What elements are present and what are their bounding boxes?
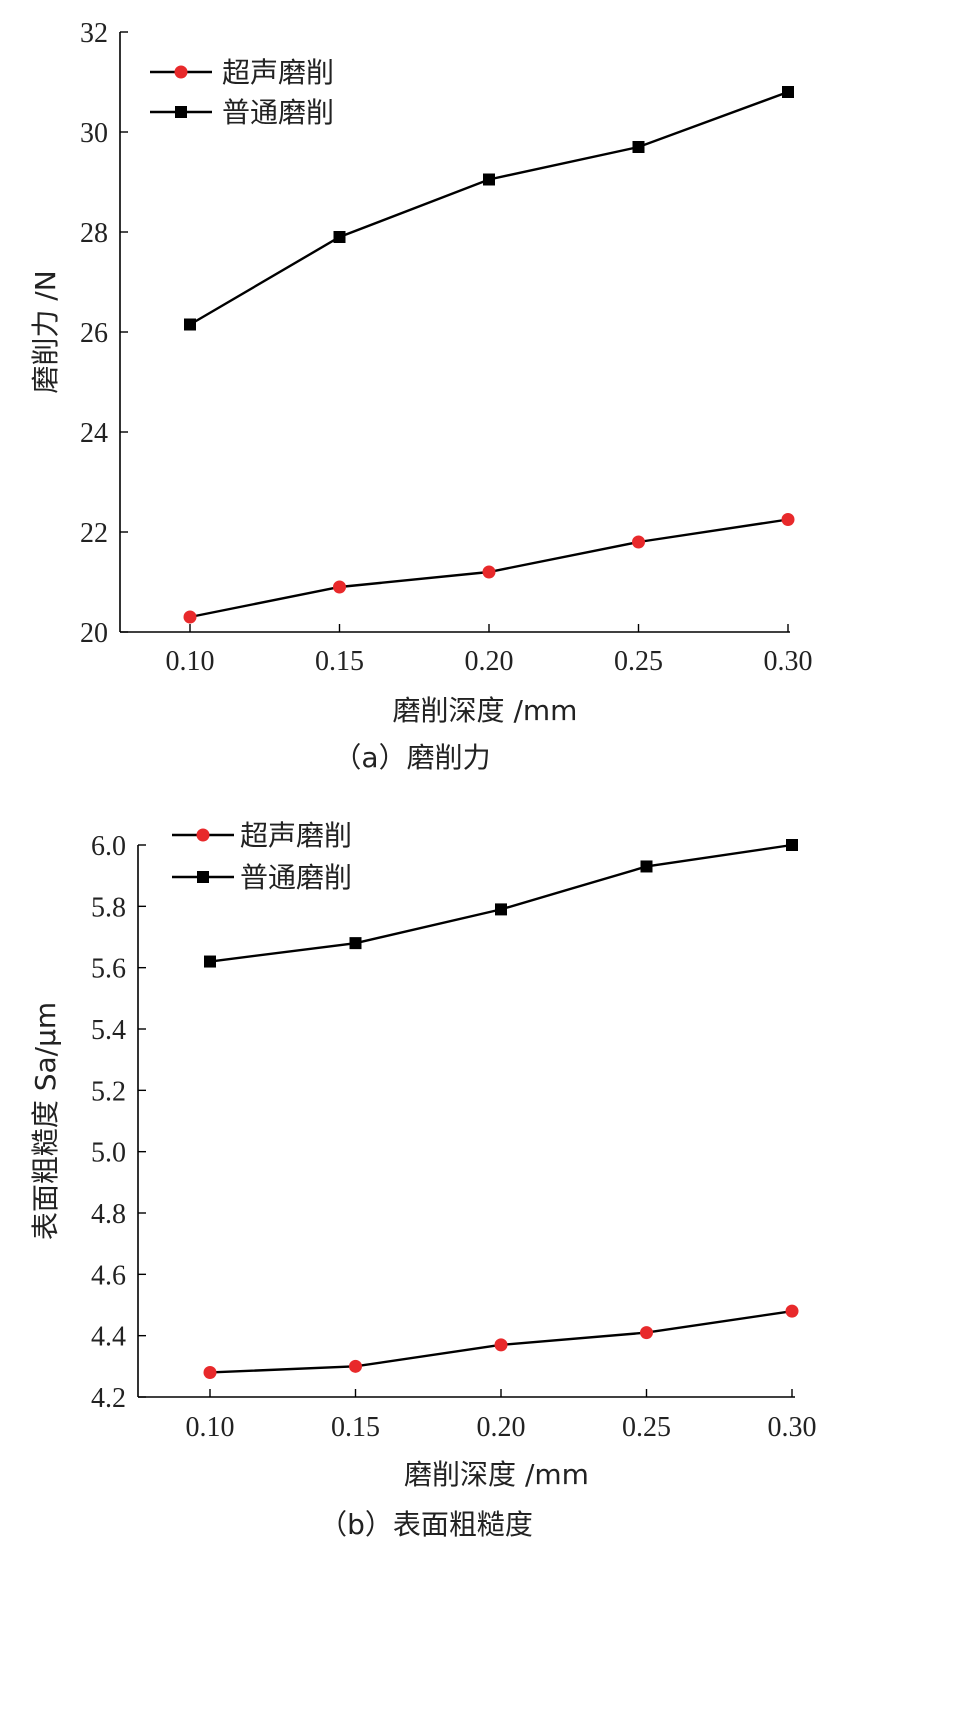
- data-point: [483, 173, 495, 186]
- y-axis-label: 表面粗糙度 Sa/μm: [29, 1002, 62, 1240]
- series-ultrasonic: [183, 513, 795, 624]
- y-tick-label: 5.2: [91, 1076, 126, 1107]
- x-tick-label: 0.10: [186, 1412, 235, 1443]
- x-tick-label: 0.25: [614, 646, 663, 677]
- series-conventional: [204, 839, 798, 968]
- y-tick-label: 32: [80, 18, 108, 49]
- x-tick-label: 0.20: [465, 646, 514, 677]
- y-tick-label: 4.2: [91, 1383, 126, 1414]
- legend-marker: [197, 871, 209, 883]
- data-point: [781, 513, 795, 526]
- y-tick-label: 4.8: [91, 1199, 126, 1230]
- y-tick-label: 5.8: [91, 892, 126, 923]
- y-tick-label: 30: [80, 118, 108, 149]
- data-point: [640, 860, 653, 873]
- legend-label: 普通磨削: [240, 861, 352, 894]
- x-tick-label: 0.30: [764, 646, 813, 677]
- legend-marker: [174, 65, 188, 79]
- data-point: [349, 1359, 362, 1373]
- legend-marker: [175, 106, 187, 118]
- series-conventional: [184, 86, 794, 331]
- legend-item: 超声磨削: [150, 56, 334, 89]
- legend-marker: [196, 828, 210, 842]
- data-point: [204, 955, 216, 968]
- data-point: [333, 580, 346, 594]
- data-point: [183, 610, 197, 624]
- data-point: [494, 1338, 508, 1352]
- y-tick-label: 20: [80, 618, 108, 649]
- data-point: [785, 1304, 799, 1318]
- data-point: [495, 903, 507, 916]
- data-point: [482, 565, 496, 579]
- y-tick-label: 5.0: [91, 1138, 126, 1169]
- chart-caption: （b）表面粗糙度: [319, 1508, 533, 1541]
- x-tick-label: 0.25: [622, 1412, 671, 1443]
- legend-label: 超声磨削: [240, 819, 352, 852]
- data-point: [333, 231, 346, 243]
- chart-panel-a: 20 22 24 26 28 30 32 0.10 0.15 0.20 0.25 0.30 磨削深度 /…: [29, 18, 813, 774]
- data-point: [786, 839, 798, 851]
- chart-panel-b: 4.2 4.4 4.6 4.8 5.0 5.2 5.4 5.6 5.8 6.0 0.10 0.15 0.…: [29, 819, 817, 1541]
- y-tick-label: 5.4: [91, 1015, 126, 1046]
- data-point: [782, 86, 794, 98]
- y-tick-label: 4.6: [91, 1260, 126, 1291]
- y-tick-label: 24: [80, 418, 108, 449]
- legend-label: 超声磨削: [222, 56, 334, 89]
- x-tick-label: 0.20: [477, 1412, 526, 1443]
- data-point: [632, 141, 645, 153]
- data-point: [632, 535, 645, 549]
- data-point: [640, 1326, 653, 1340]
- y-axis-label: 磨削力 /N: [29, 270, 62, 393]
- chart-caption: （a）磨削力: [333, 741, 490, 774]
- data-point: [184, 318, 196, 331]
- legend-item: 普通磨削: [172, 861, 352, 894]
- y-tick-label: 4.4: [91, 1322, 126, 1353]
- series-ultrasonic: [203, 1304, 799, 1379]
- y-tick-label: 6.0: [91, 831, 126, 862]
- x-tick-label: 0.15: [315, 646, 364, 677]
- y-tick-label: 22: [80, 518, 108, 549]
- y-tick-label: 26: [80, 318, 108, 349]
- legend-label: 普通磨削: [222, 96, 334, 129]
- data-point: [203, 1365, 217, 1379]
- y-tick-label: 28: [80, 218, 108, 249]
- legend-item: 普通磨削: [150, 96, 334, 129]
- data-point: [349, 937, 362, 950]
- x-axis-label: 磨削深度 /mm: [404, 1458, 589, 1491]
- x-tick-label: 0.30: [768, 1412, 817, 1443]
- y-tick-label: 5.6: [91, 954, 126, 985]
- x-axis-label: 磨削深度 /mm: [393, 694, 578, 727]
- legend-item: 超声磨削: [172, 819, 352, 852]
- x-tick-label: 0.10: [166, 646, 215, 677]
- x-tick-label: 0.15: [331, 1412, 380, 1443]
